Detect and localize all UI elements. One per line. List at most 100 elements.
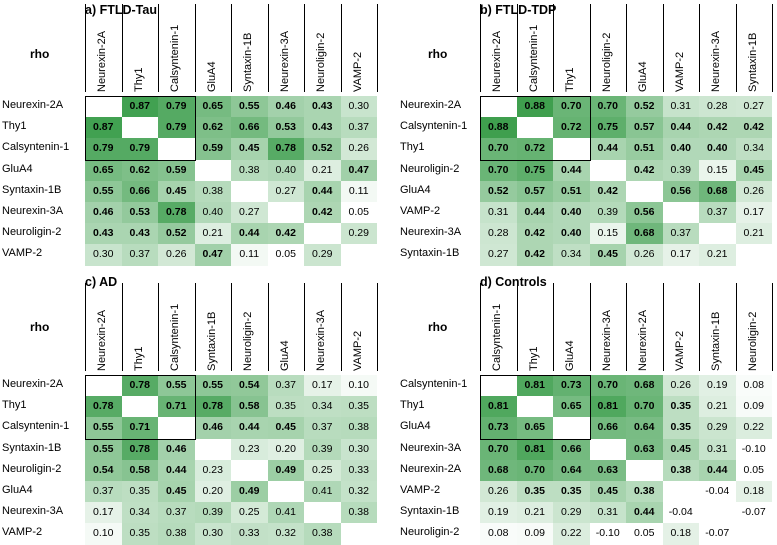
heatmap-cell: 0.37 (121, 244, 158, 266)
row-label: VAMP-2 (2, 247, 43, 260)
heatmap-cell: 0.40 (553, 202, 590, 224)
heatmap-cell: 0.62 (121, 159, 158, 181)
heatmap-cell: 0.73 (480, 417, 517, 439)
column-label: GluA4 (564, 340, 576, 371)
heatmap-cell: 0.45 (735, 159, 772, 181)
heatmap-cell (158, 138, 195, 160)
heatmap-cell: 0.70 (553, 96, 590, 118)
heatmap-cell: 0.64 (553, 459, 590, 481)
row-label: VAMP-2 (2, 526, 43, 539)
heatmap-cell: 0.35 (662, 417, 699, 439)
heatmap-cell: 0.44 (662, 117, 699, 139)
column-label: Thy1 (132, 67, 145, 92)
heatmap-cell: 0.44 (231, 417, 268, 439)
column-label: GluA4 (278, 340, 291, 371)
heatmap-cell: -0.10 (589, 523, 626, 545)
heatmap-cell: 0.66 (121, 180, 158, 202)
heatmap-cell: 0.21 (516, 502, 553, 524)
heatmap-cell: 0.30 (340, 96, 377, 118)
heatmap-cell: 0.38 (662, 459, 699, 481)
column-label: Calsyntenin-1 (527, 24, 540, 92)
heatmap-cell (516, 117, 553, 139)
column-divider-tick (267, 283, 269, 371)
heatmap-cell: 0.17 (304, 375, 341, 397)
heatmap-cell: 0.26 (480, 481, 517, 503)
heatmap-cell: 0.46 (194, 417, 231, 439)
heatmap-cell (340, 244, 377, 266)
heatmap-cell: 0.70 (589, 375, 626, 397)
column-divider-tick (589, 4, 591, 92)
column-label: Thy1 (132, 346, 145, 371)
heatmap-cell: 0.34 (735, 138, 772, 160)
heatmap-cell: 0.70 (516, 459, 553, 481)
heatmap-cell (662, 202, 699, 224)
heatmap-cell (304, 502, 341, 524)
column-divider-tick (553, 4, 554, 92)
heatmap-cell: 0.42 (735, 117, 772, 139)
corner-label: rho (428, 47, 448, 61)
row-label: GluA4 (400, 183, 431, 196)
heatmap-cell: 0.78 (121, 438, 158, 460)
heatmap-cell: 0.57 (516, 180, 553, 202)
heatmap-cell: 0.22 (735, 417, 772, 439)
heatmap-cell: 0.32 (267, 523, 304, 545)
heatmap-cell: 0.81 (589, 396, 626, 418)
heatmap-cell: 0.08 (480, 523, 517, 545)
heatmap-cell: 0.09 (516, 523, 553, 545)
heatmap-cell (158, 417, 195, 439)
heatmap-cell: 0.59 (194, 138, 231, 160)
row-label: Syntaxin-1B (2, 441, 62, 454)
heatmap-cell: 0.55 (85, 180, 122, 202)
heatmap-cell: 0.47 (340, 159, 377, 181)
column-label: Neurexin-3A (315, 309, 327, 371)
heatmap-cell: 0.59 (158, 159, 195, 181)
heatmap-cell: 0.33 (231, 523, 268, 545)
heatmap-cell (121, 117, 158, 139)
column-divider-tick (158, 283, 159, 371)
row-label: Neuroligin-2 (400, 162, 460, 175)
heatmap-cell: 0.78 (121, 375, 158, 397)
heatmap-cell: 0.26 (626, 244, 663, 266)
heatmap-cell: 0.42 (516, 244, 553, 266)
row-label: Neurexin-3A (2, 205, 64, 217)
heatmap-cell: 0.44 (304, 180, 341, 202)
heatmap-cell: 0.81 (516, 438, 553, 460)
heatmap-cell: 0.27 (480, 244, 517, 266)
row-label: Thy1 (2, 120, 27, 133)
heatmap-cell: 0.28 (480, 223, 517, 245)
heatmap-cell: 0.42 (304, 202, 341, 224)
heatmap-cell (85, 375, 122, 397)
row-label: Calsyntenin-1 (2, 141, 70, 154)
heatmap-cell: 0.35 (516, 481, 553, 503)
heatmap-cell: 0.05 (340, 202, 377, 224)
heatmap-cell: 0.66 (589, 417, 626, 439)
heatmap-cell: 0.49 (231, 481, 268, 503)
heatmap-cell (735, 523, 772, 545)
column-label: Neuroligin-2 (600, 32, 613, 92)
heatmap-cell: 0.31 (662, 96, 699, 118)
heatmap-cell (553, 417, 590, 439)
column-divider-tick (662, 283, 664, 371)
heatmap-cell (589, 159, 626, 181)
column-divider-tick (480, 4, 481, 92)
heatmap-cell: 0.38 (304, 523, 341, 545)
heatmap-cell: 0.51 (626, 138, 663, 160)
heatmap-cell: 0.35 (121, 481, 158, 503)
heatmap-cell: 0.55 (194, 375, 231, 397)
row-label: Neurexin-2A (2, 99, 64, 111)
heatmap-cell: 0.35 (553, 481, 590, 503)
heatmap-cell: 0.38 (158, 523, 195, 545)
heatmap-cell: 0.19 (480, 502, 517, 524)
heatmap-cell: 0.62 (194, 117, 231, 139)
row-label: Calsyntenin-1 (400, 120, 468, 133)
heatmap-cell: 0.26 (662, 375, 699, 397)
heatmap-cell: 0.51 (553, 180, 590, 202)
heatmap-cell (699, 502, 736, 524)
heatmap-cell: 0.41 (304, 481, 341, 503)
heatmap-cell: -0.07 (735, 502, 772, 524)
heatmap-cell: 0.21 (735, 223, 772, 245)
heatmap-cell: 0.29 (304, 244, 341, 266)
heatmap-cell: 0.55 (85, 417, 122, 439)
row-label: Syntaxin-1B (2, 183, 62, 196)
column-divider-tick (480, 283, 481, 371)
